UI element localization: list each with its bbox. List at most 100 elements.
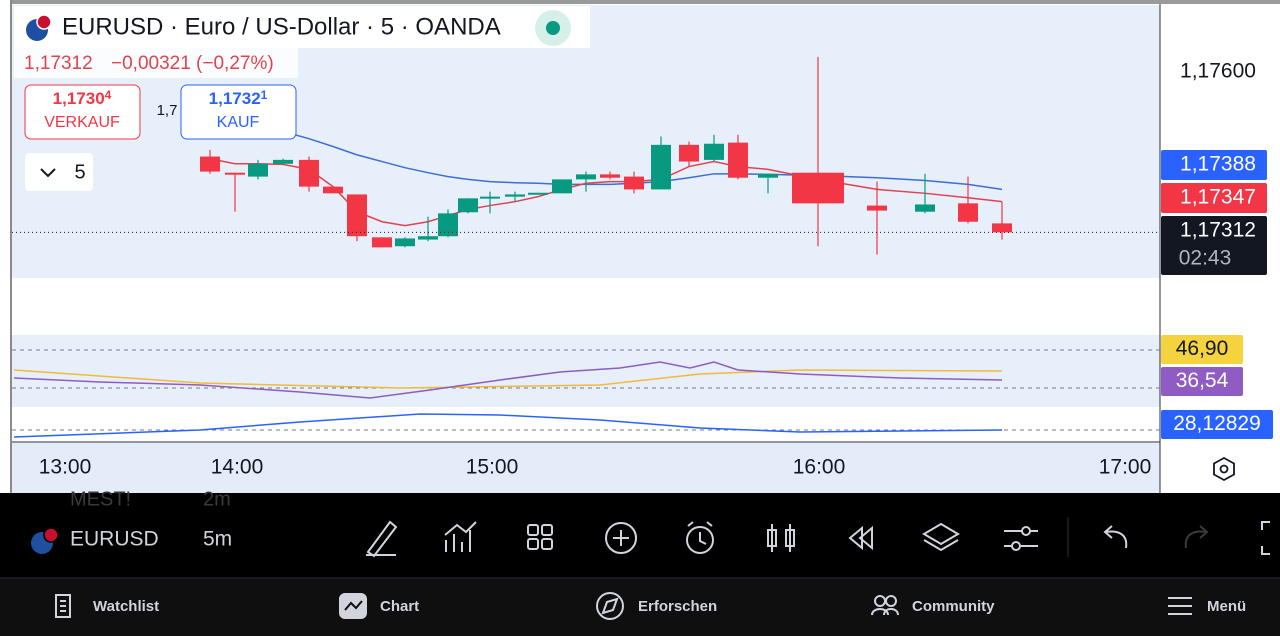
interval[interactable]: 5	[74, 161, 85, 183]
ghost-symbol: MEST!	[70, 488, 131, 510]
buy-button[interactable]	[180, 84, 297, 140]
draw-icon[interactable]	[366, 520, 398, 558]
buy-price-main[interactable]: 1,1732	[209, 89, 261, 108]
interval-button[interactable]	[25, 153, 93, 191]
partial-price: 1,7	[157, 102, 178, 119]
indicator-tag-label: 36,54	[1176, 369, 1229, 392]
x-tick-label: 17:00	[1099, 456, 1152, 479]
nav-items: Watchlist Chart Erforschen Community Menü	[93, 598, 1246, 615]
indicator-tag	[1161, 410, 1273, 439]
layout-icon[interactable]	[541, 524, 553, 536]
candle-body	[552, 179, 572, 194]
sell-price[interactable]: 1,17304	[53, 88, 112, 108]
redo-icon[interactable]	[1184, 525, 1209, 549]
alert-icon-hands[interactable]	[687, 521, 713, 545]
layers-icon[interactable]	[922, 522, 960, 552]
nav-label[interactable]: Menü	[1207, 598, 1246, 615]
candle-body	[576, 174, 596, 180]
add-icon-plus[interactable]	[613, 530, 629, 546]
explore-needle[interactable]	[601, 597, 619, 615]
candle-body	[792, 172, 844, 204]
settings-icon-center[interactable]	[1219, 464, 1229, 474]
candle-body	[347, 194, 367, 237]
community-icon[interactable]	[885, 595, 897, 607]
indicator-line	[13, 413, 1003, 438]
replay-icon[interactable]	[848, 525, 873, 551]
candle-body	[600, 174, 620, 178]
candle-body	[438, 213, 458, 237]
candle-body	[651, 144, 671, 190]
plot	[12, 56, 1160, 255]
explore-icon[interactable]	[596, 592, 624, 620]
sell-price-main[interactable]: 1,1730	[53, 89, 105, 108]
nav-label[interactable]: Chart	[380, 598, 419, 615]
layout-icon[interactable]	[541, 538, 553, 550]
candle-body	[299, 159, 319, 187]
undo-icon[interactable]	[1103, 525, 1128, 549]
indicator-icon[interactable]	[444, 521, 477, 552]
layout-icon[interactable]	[527, 538, 539, 550]
nav-icons	[55, 592, 1192, 620]
x-tick-label: 15:00	[466, 456, 519, 479]
candle-body	[528, 192, 548, 195]
community-icon-body[interactable]	[871, 608, 899, 616]
candle-body	[458, 198, 478, 213]
candle-body	[225, 172, 245, 175]
candle-body	[915, 204, 935, 212]
nav-label[interactable]: Erforschen	[638, 598, 717, 615]
price-tag	[1161, 216, 1267, 275]
candle-body	[728, 142, 748, 178]
indicator-tag-label: 28,12829	[1173, 412, 1261, 435]
layout-icon[interactable]	[527, 524, 539, 536]
toolbar-symbol[interactable]: EURUSD	[70, 528, 159, 551]
candles-icon[interactable]	[767, 524, 795, 552]
candle-body	[395, 238, 415, 247]
ghost-interval: 2m	[203, 488, 231, 510]
moving-average	[209, 112, 1003, 191]
chart-icon-line[interactable]	[344, 600, 363, 611]
indicator-line	[13, 361, 1003, 399]
buy-label[interactable]: KAUF	[217, 114, 260, 131]
slider-knob[interactable]	[1021, 526, 1031, 536]
y-tick-label: 1,17600	[1180, 59, 1256, 82]
candle-body	[679, 144, 699, 162]
frame-top	[0, 0, 1280, 4]
toolbar	[0, 493, 1280, 578]
fullscreen-icon[interactable]	[1261, 521, 1270, 555]
sell-label[interactable]: VERKAUF	[44, 114, 120, 131]
x-tick-label: 16:00	[793, 456, 846, 479]
candle-body	[372, 237, 392, 248]
slider-knob[interactable]	[1011, 541, 1021, 551]
settings-icon[interactable]	[1213, 456, 1235, 482]
buy-pip[interactable]: 1	[261, 88, 268, 102]
flag-us	[36, 14, 52, 30]
price-tags: 1,17388 1,17347 1,17312 02:43 46,90 36,54 28,1…	[1161, 150, 1273, 439]
add-icon[interactable]	[605, 522, 637, 554]
candle-body	[867, 205, 887, 211]
toolbar-interval[interactable]: 5m	[203, 528, 232, 551]
candle-body	[418, 236, 438, 240]
candle-body	[758, 173, 778, 178]
nav-bar	[0, 578, 1280, 636]
watchlist-icon[interactable]	[55, 594, 71, 618]
indicator-tag-label: 46,90	[1176, 337, 1229, 360]
x-tick-label: 14:00	[211, 456, 264, 479]
indicator-tag	[1161, 335, 1243, 364]
price-tag-label: 1,17388	[1180, 153, 1256, 176]
nav-label[interactable]: Community	[912, 598, 995, 615]
candle-body	[505, 194, 525, 197]
candle-body	[323, 186, 343, 194]
sell-button[interactable]	[24, 84, 141, 140]
candle-body	[200, 156, 220, 172]
candle-body	[248, 163, 268, 177]
chevron[interactable]	[40, 168, 56, 178]
countdown: 02:43	[1179, 247, 1232, 270]
candle-body	[958, 203, 978, 222]
buy-price[interactable]: 1,17321	[209, 88, 268, 108]
change: −0,00321 (−0,27%)	[111, 53, 274, 74]
toolbar-icons	[366, 520, 1270, 558]
menu-icon[interactable]	[1168, 597, 1192, 615]
alert-icon[interactable]	[686, 526, 714, 554]
sell-pip[interactable]: 4	[105, 88, 112, 102]
nav-label[interactable]: Watchlist	[93, 598, 159, 615]
